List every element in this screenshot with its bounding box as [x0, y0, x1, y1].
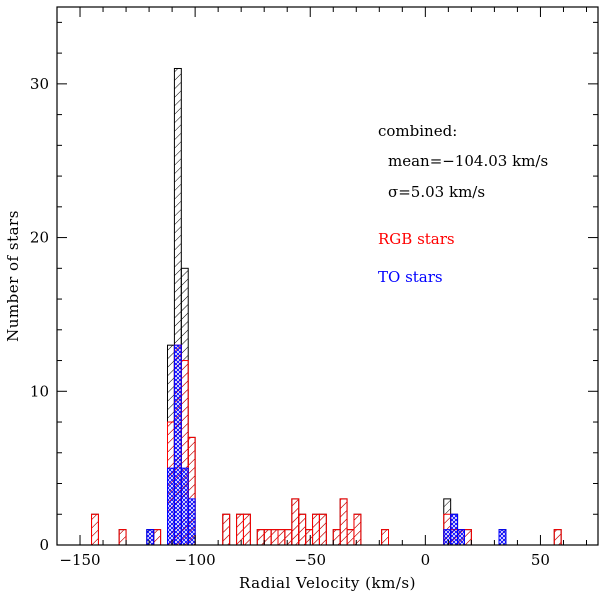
bar-rgb-stars: [222, 513, 231, 546]
bar-rgb-stars: [284, 529, 293, 546]
x-tick-label: −50: [294, 551, 326, 569]
x-tick-label: −150: [59, 551, 100, 569]
ticks-layer: −150 −100 −50 0 50 0 10 20 30: [30, 7, 598, 569]
bar-rgb-stars: [353, 513, 362, 546]
legend-rgb-stars: RGB stars: [378, 230, 455, 248]
bar-rgb-stars: [553, 529, 562, 546]
x-tick-label: 0: [421, 551, 431, 569]
legend-to-stars: TO stars: [378, 268, 443, 286]
bar-rgb-stars: [463, 529, 472, 546]
bar-to-stars: [443, 529, 452, 546]
x-tick-label: −100: [175, 551, 216, 569]
bar-rgb-stars: [318, 513, 327, 546]
bar-rgb-stars: [312, 513, 320, 546]
bar-to-stars: [498, 529, 507, 546]
bar-rgb-stars: [381, 529, 390, 546]
annotation-combined: combined:: [378, 122, 457, 140]
bar-rgb-stars: [91, 513, 99, 546]
y-tick-label: 0: [39, 536, 49, 554]
bar-to-stars: [167, 467, 175, 546]
bar-rgb-stars: [242, 513, 251, 546]
bar-rgb-stars: [256, 529, 265, 546]
bar-to-stars: [173, 344, 182, 546]
bars-layer: [91, 67, 562, 546]
annotation-mean: mean=−104.03 km/s: [388, 152, 548, 170]
bar-to-stars: [457, 529, 465, 546]
plot-frame: [56, 6, 599, 546]
x-tick-label: 50: [531, 551, 550, 569]
bar-rgb-stars: [305, 529, 314, 546]
bar-rgb-stars: [346, 529, 355, 546]
bar-rgb-stars: [291, 498, 300, 546]
y-tick-label: 10: [30, 382, 49, 400]
bar-rgb-stars: [298, 513, 307, 546]
bar-rgb-stars: [263, 529, 272, 546]
bar-rgb-stars: [332, 529, 341, 546]
bar-rgb-stars: [236, 513, 244, 546]
y-tick-label: 20: [30, 229, 49, 247]
bar-to-stars: [146, 529, 155, 546]
y-axis-label: Number of stars: [4, 210, 22, 342]
annotation-sigma: σ=5.03 km/s: [388, 183, 485, 201]
bar-to-stars: [180, 467, 189, 546]
bar-to-stars: [450, 513, 459, 546]
bar-rgb-stars: [270, 529, 279, 546]
x-axis-label: Radial Velocity (km/s): [239, 574, 416, 592]
bar-rgb-stars: [153, 529, 162, 546]
bar-rgb-stars: [118, 529, 127, 546]
y-tick-label: 30: [30, 75, 49, 93]
bar-rgb-stars: [339, 498, 348, 546]
bar-rgb-stars: [277, 529, 286, 546]
bar-to-stars: [187, 498, 196, 546]
